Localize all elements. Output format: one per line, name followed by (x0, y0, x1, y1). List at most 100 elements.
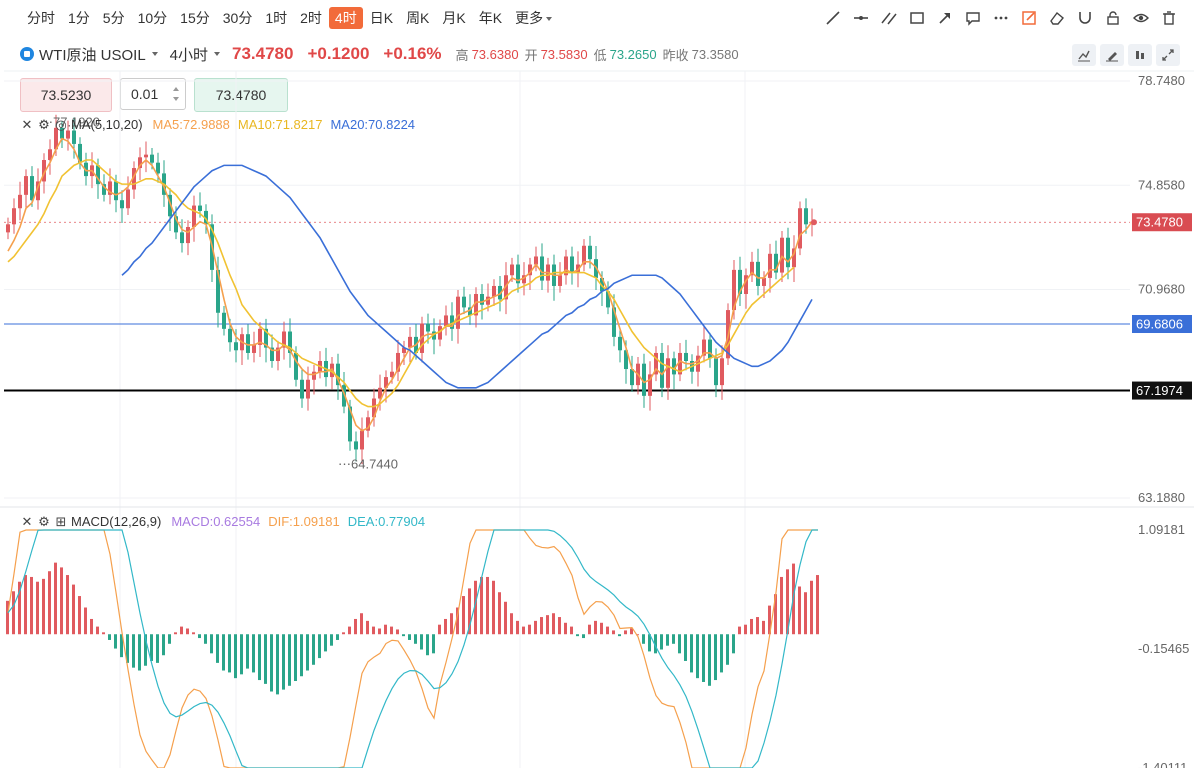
timeframe-2[interactable]: 5分 (102, 10, 125, 26)
symbol-dropdown-icon[interactable] (151, 52, 158, 56)
ma5-value: MA5:72.9888 (152, 117, 230, 132)
candle-body-73 (444, 315, 448, 327)
rectangle-icon-glyph (910, 12, 924, 24)
quantity-value: 0.01 (131, 86, 159, 102)
draw-brush-icon[interactable] (1100, 44, 1124, 66)
settings-icon[interactable]: ⚙ (38, 116, 50, 132)
macd-bar-60 (366, 620, 369, 635)
buy-price-button[interactable]: 73.4780 (194, 78, 288, 112)
trash-icon[interactable] (1158, 8, 1180, 28)
ref-label-bg-0 (1132, 315, 1192, 334)
candle-body-96 (582, 245, 586, 265)
candle-body-103 (624, 350, 628, 370)
y-tick-2: 70.9680 (1138, 282, 1185, 297)
timeframe-12[interactable]: 年K (478, 10, 503, 26)
macd-bar-38 (234, 634, 237, 679)
candle-body-99 (600, 277, 604, 292)
candle-body-123 (744, 275, 748, 295)
timeframe-11[interactable]: 月K (442, 10, 466, 26)
horizontal-line-icon[interactable] (850, 8, 872, 28)
parallel-lines-icon[interactable] (878, 8, 900, 28)
quantity-stepper[interactable]: 0.01 (120, 78, 186, 110)
trend-line-icon[interactable] (822, 8, 844, 28)
macd-bar-0 (6, 600, 9, 635)
horizontal-line-icon-glyph (854, 16, 868, 20)
sell-price-button[interactable]: 73.5230 (20, 78, 112, 112)
macd-bar-106 (642, 634, 645, 644)
candle-body-33 (204, 210, 208, 225)
rectangle-icon[interactable] (906, 8, 928, 28)
candle-body-48 (294, 352, 298, 380)
macd-bar-42 (258, 634, 261, 681)
edit-icon-glyph (1022, 11, 1036, 25)
chart-type-icon[interactable] (1072, 44, 1096, 66)
macd-bar-108 (654, 634, 657, 654)
close-macd-icon[interactable]: ✕ (21, 513, 33, 529)
timeframe-10[interactable]: 周K (406, 10, 430, 26)
eye-icon[interactable] (1130, 8, 1152, 28)
candle-body-81 (492, 285, 496, 297)
arrow-icon[interactable] (934, 8, 956, 28)
candle-body-79 (480, 294, 484, 305)
lock-icon-glyph (1107, 11, 1119, 25)
current-price-dot (811, 219, 817, 226)
more-dots-icon-glyph (994, 16, 1008, 20)
timeframe-9[interactable]: 日K (369, 10, 394, 26)
ref-label-bg-1 (1132, 381, 1192, 400)
candle-body-40 (246, 334, 250, 353)
macd-bar-121 (732, 634, 735, 654)
timeframe-7[interactable]: 2时 (300, 10, 322, 26)
macd-bar-49 (300, 634, 303, 677)
current-price-label: 73.4780 (1136, 215, 1183, 230)
timeframe-5[interactable]: 30分 (222, 10, 253, 26)
timeframe-1[interactable]: 1分 (68, 10, 90, 26)
visibility-icon[interactable]: ◎ (55, 116, 67, 132)
timeframe-13[interactable]: 更多 (509, 7, 558, 29)
ma-name: MA(5,10,20) (71, 117, 143, 132)
price-change: +0.1200 (307, 44, 370, 63)
timeframe-8[interactable]: 4时 (328, 7, 363, 29)
candle-body-19 (120, 200, 124, 209)
candle-body-118 (714, 358, 718, 386)
quantity-up-icon[interactable] (173, 87, 179, 91)
timeframe-3[interactable]: 10分 (137, 10, 168, 26)
candle-body-41 (252, 344, 256, 353)
macd-bar-79 (480, 576, 483, 635)
period-select[interactable]: 4小时 (169, 46, 209, 64)
macd-bar-123 (744, 624, 747, 635)
add-indicator-icon[interactable]: ⊞ (55, 513, 67, 529)
timeframe-0[interactable]: 分时 (27, 10, 55, 26)
timeframe-6[interactable]: 1时 (265, 10, 288, 26)
indicator-icon[interactable] (1128, 44, 1152, 66)
macd-settings-icon[interactable]: ⚙ (38, 513, 50, 529)
lock-icon[interactable] (1102, 8, 1124, 28)
macd-bar-82 (498, 592, 501, 635)
magnet-icon[interactable] (1074, 8, 1096, 28)
candle-body-22 (138, 157, 142, 169)
macd-bar-36 (222, 634, 225, 671)
macd-bar-132 (798, 586, 801, 635)
comment-icon[interactable] (962, 8, 984, 28)
fullscreen-icon[interactable] (1156, 44, 1180, 66)
macd-bar-68 (414, 634, 417, 644)
eraser-icon[interactable] (1046, 8, 1068, 28)
quantity-down-icon[interactable] (173, 97, 179, 101)
dea-value: DEA:0.77904 (347, 514, 426, 529)
macd-bar-119 (720, 634, 723, 673)
macd-bar-81 (492, 580, 495, 635)
edit-icon[interactable] (1018, 8, 1040, 28)
macd-bar-127 (768, 605, 771, 635)
more-dots-icon[interactable] (990, 8, 1012, 28)
close-indicator-icon[interactable]: ✕ (21, 116, 33, 132)
y-tick-1: 74.8580 (1138, 177, 1185, 192)
candle-body-4 (30, 176, 34, 201)
low-label: 低 (593, 47, 607, 63)
timeframe-4[interactable]: 15分 (180, 10, 210, 26)
period-dropdown-icon[interactable] (214, 52, 221, 56)
symbol-name[interactable]: WTI原油 USOIL (39, 46, 146, 64)
candle-body-85 (516, 264, 520, 284)
parallel-lines-icon-glyph (881, 12, 897, 25)
candle-body-37 (228, 328, 232, 343)
macd-bar-72 (438, 624, 441, 635)
